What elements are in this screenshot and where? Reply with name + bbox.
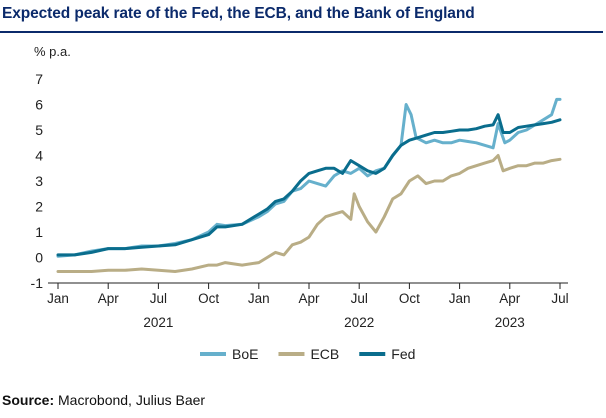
series-line-fed: [56, 113, 562, 257]
x-year-label: 2022: [344, 315, 374, 330]
x-tick-label: Apr: [98, 291, 120, 306]
x-tick-label: Jul: [150, 291, 167, 306]
x-tick-label: Apr: [298, 291, 320, 306]
x-year-label: 2021: [143, 315, 173, 330]
y-tick-label: 7: [35, 71, 43, 87]
legend-label-fed: Fed: [391, 346, 415, 362]
x-tick-label: Jan: [47, 291, 69, 306]
source-note: Source: Macrobond, Julius Baer: [2, 392, 205, 408]
y-axis: -1 0 1 2 3 4 5 6 7: [31, 71, 44, 291]
source-label: Source:: [2, 392, 55, 408]
y-tick-label: 2: [35, 199, 43, 215]
x-year-label: 2023: [495, 315, 525, 330]
x-axis: Jan Apr Jul Oct Jan Apr Jul Oct Jan Apr Jul 2021 202…: [47, 282, 569, 330]
x-tick-label: Jan: [248, 291, 270, 306]
series-line-boe: [56, 97, 562, 258]
y-tick-label: -1: [31, 275, 44, 291]
chart-canvas: % p.a. -1 0 1 2 3 4 5 6 7 Jan Apr Jul Oct Jan Apr Jul O…: [31, 44, 569, 362]
y-tick-label: 4: [35, 148, 43, 164]
series-group: [56, 97, 562, 273]
y-tick-label: 3: [35, 173, 43, 189]
y-tick-label: 6: [35, 97, 43, 113]
legend-label-ecb: ECB: [310, 346, 339, 362]
x-tick-label: Jul: [351, 291, 368, 306]
legend: BoE ECB Fed: [200, 346, 415, 362]
y-axis-label: % p.a.: [34, 44, 71, 59]
x-tick-label: Jan: [449, 291, 471, 306]
legend-label-boe: BoE: [232, 346, 258, 362]
x-tick-label: Apr: [499, 291, 521, 306]
x-tick-label: Jul: [551, 291, 568, 306]
y-tick-label: 1: [35, 224, 43, 240]
chart-title: Expected peak rate of the Fed, the ECB, …: [2, 5, 475, 22]
y-tick-label: 0: [35, 250, 43, 266]
source-text: Macrobond, Julius Baer: [58, 392, 206, 408]
x-tick-label: Oct: [198, 291, 219, 306]
title-rule: [0, 31, 603, 33]
y-tick-label: 5: [35, 122, 43, 138]
x-tick-label: Oct: [399, 291, 420, 306]
series-line-ecb: [56, 154, 562, 273]
